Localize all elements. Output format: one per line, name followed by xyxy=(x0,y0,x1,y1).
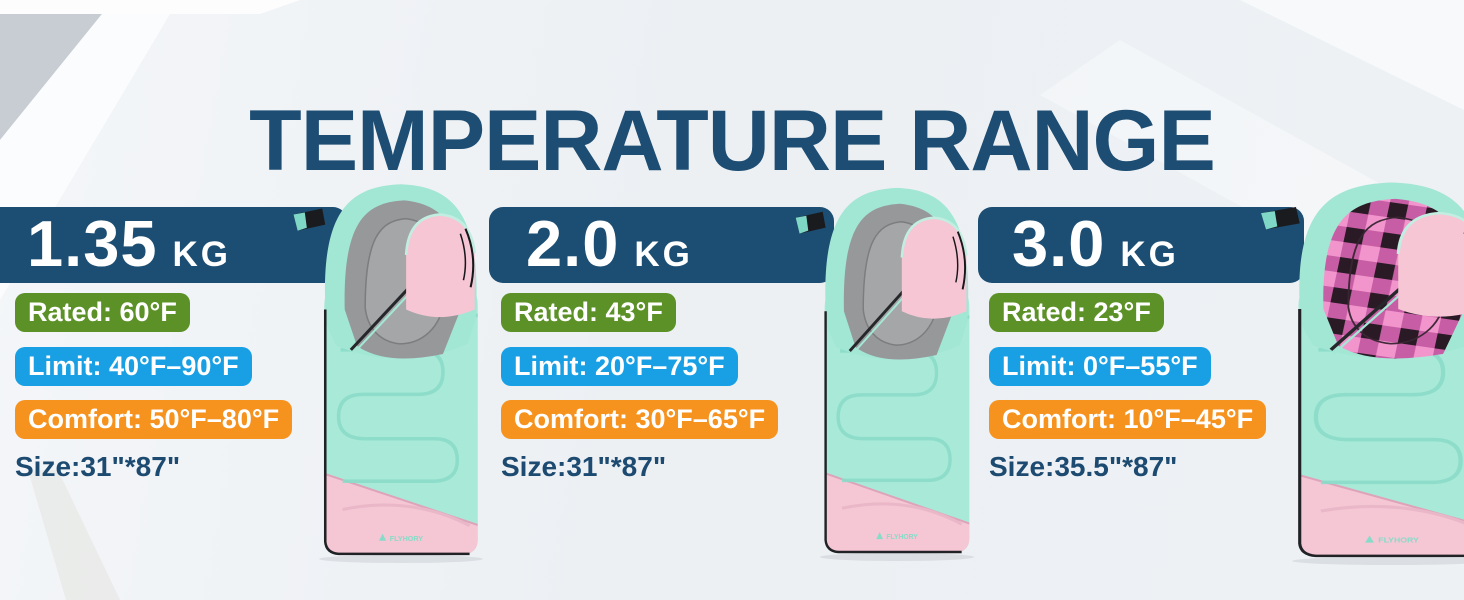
weight-unit: KG xyxy=(1120,235,1179,274)
sleeping-bag-2: FLYHORY xyxy=(795,187,975,561)
hang-tab-icon xyxy=(1261,207,1300,230)
limit-badge: Limit: 40°F–90°F xyxy=(15,347,252,386)
weight-value: 3.0 xyxy=(1012,207,1106,280)
weight-banner-1: 1.35 KG xyxy=(0,207,347,283)
zipper-line xyxy=(824,311,962,554)
brand-logo: FLYHORY xyxy=(1365,535,1420,544)
rated-badge: Rated: 60°F xyxy=(15,293,190,332)
sleeping-bag-1: FLYHORY xyxy=(293,184,483,564)
rated-badge: Rated: 43°F xyxy=(501,293,676,332)
zipper-line xyxy=(323,309,470,556)
rated-badge: Rated: 23°F xyxy=(989,293,1164,332)
weight-banner-2: 2.0 KG xyxy=(489,207,834,283)
bag-pink-flap xyxy=(900,216,968,319)
comfort-badge: Comfort: 30°F–65°F xyxy=(501,400,779,439)
weight-unit: KG xyxy=(634,235,693,274)
weight-banner-3: 3.0 KG xyxy=(978,207,1304,283)
bag-pink-foot xyxy=(1298,473,1464,557)
page-title: TEMPERATURE RANGE xyxy=(249,92,1216,189)
hang-tab-icon xyxy=(795,211,826,234)
bag-shadow xyxy=(319,554,483,564)
bag-shadow xyxy=(1292,556,1464,566)
brand-logo: FLYHORY xyxy=(876,532,918,541)
size-text: Size:31"*87" xyxy=(501,451,667,482)
brand-logo-text: FLYHORY xyxy=(390,535,424,543)
size-text: Size:31"*87" xyxy=(15,451,181,482)
brand-logo-text: FLYHORY xyxy=(886,534,918,541)
limit-badge: Limit: 0°F–55°F xyxy=(989,347,1211,386)
hang-tab-icon xyxy=(293,208,326,231)
brand-logo-text: FLYHORY xyxy=(1378,536,1419,544)
weight-value: 2.0 xyxy=(526,207,620,280)
bag-pink-flap xyxy=(404,213,476,318)
weight-unit: KG xyxy=(172,235,232,274)
sleeping-bag-3: FLYHORY xyxy=(1261,182,1464,566)
comfort-badge: Comfort: 50°F–80°F xyxy=(15,400,293,439)
size-text: Size:35.5"*87" xyxy=(989,451,1178,482)
drawcord-icon xyxy=(464,228,475,288)
bag-shadow xyxy=(819,553,975,561)
weight-value: 1.35 xyxy=(27,207,158,280)
zipper-line xyxy=(1298,309,1464,558)
drawcord-icon xyxy=(956,231,967,290)
comfort-badge: Comfort: 10°F–45°F xyxy=(989,400,1267,439)
limit-badge: Limit: 20°F–75°F xyxy=(501,347,738,386)
bag-pink-flap xyxy=(1396,211,1464,317)
brand-logo: FLYHORY xyxy=(378,533,424,543)
